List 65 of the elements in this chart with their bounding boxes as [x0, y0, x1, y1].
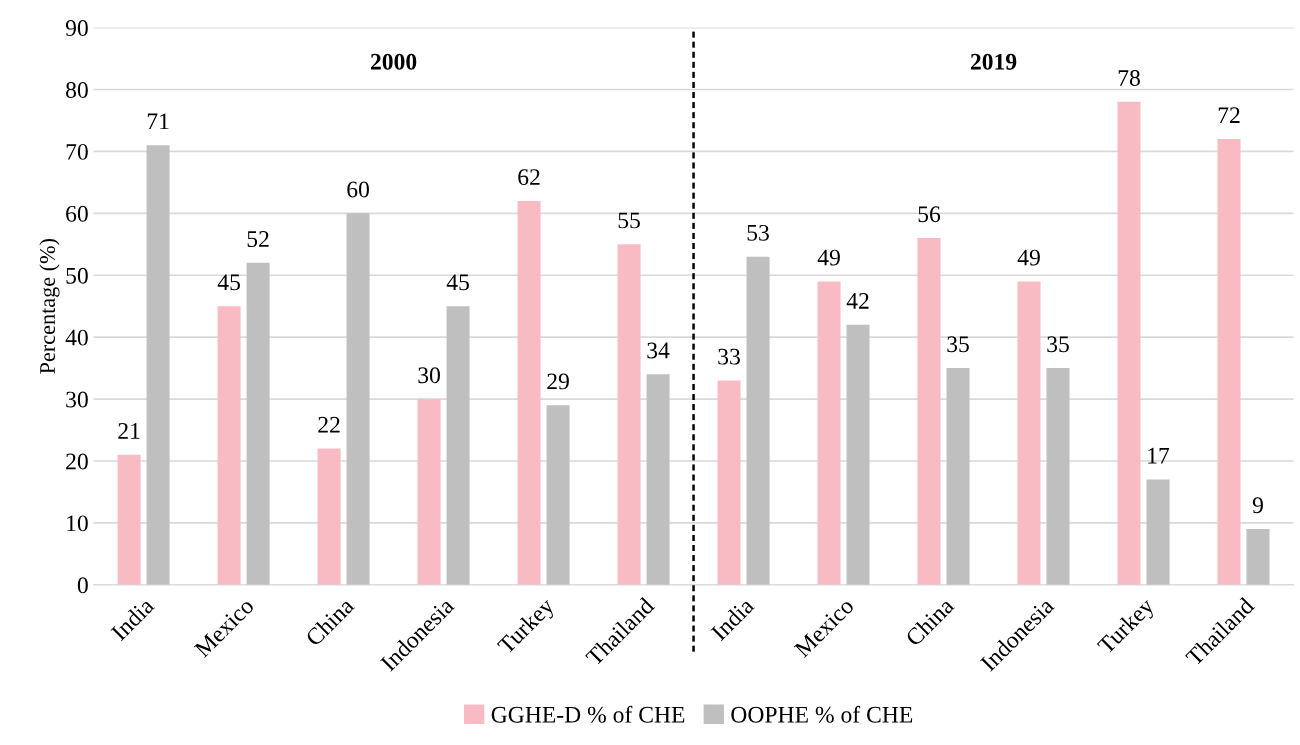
bar [217, 306, 241, 585]
y-tick-label: 30 [66, 391, 88, 408]
data-label: 53 [747, 224, 769, 241]
bar [617, 244, 641, 585]
bar [717, 380, 741, 585]
data-label: 30 [418, 367, 440, 384]
data-label: 35 [1047, 336, 1069, 353]
annotation: 2000 [370, 53, 417, 70]
bar [117, 454, 141, 585]
y-tick-label: 60 [66, 205, 88, 222]
data-label: 45 [217, 274, 240, 291]
y-tick-label: 0 [77, 577, 88, 594]
data-label: 62 [518, 169, 540, 186]
data-label: 34 [647, 342, 670, 359]
y-tick-label: 90 [65, 20, 88, 36]
legend-label: OOPHE % of CHE [731, 705, 913, 723]
data-label: 71 [147, 113, 169, 130]
y-tick-label: 50 [66, 267, 88, 284]
x-tick-label: India [109, 596, 156, 642]
bar [946, 368, 970, 585]
data-label: 55 [618, 212, 640, 229]
bar [917, 238, 941, 585]
bar [1117, 101, 1141, 585]
data-label: 22 [318, 416, 340, 433]
data-label: 17 [1148, 447, 1170, 464]
y-axis-title: Percentage (%) [39, 239, 60, 374]
bar [246, 262, 270, 585]
bar [1017, 281, 1041, 585]
bar [646, 374, 670, 585]
data-label: 21 [118, 423, 140, 439]
data-label: 72 [1218, 107, 1240, 123]
bar [1246, 529, 1270, 585]
data-label: 78 [1118, 70, 1140, 86]
bar [746, 256, 770, 585]
y-tick-label: 70 [66, 143, 88, 160]
bar [846, 324, 870, 585]
data-label: 42 [846, 293, 869, 309]
data-label: 35 [947, 336, 969, 353]
y-tick-label: 40 [65, 329, 88, 346]
data-label: 29 [547, 373, 569, 390]
bar [1217, 139, 1241, 585]
bar [417, 399, 441, 585]
data-label: 52 [247, 231, 269, 247]
annotation: 2019 [970, 53, 1017, 70]
y-tick-label: 20 [66, 453, 88, 470]
data-label: 49 [1017, 249, 1040, 266]
bar [346, 213, 370, 585]
legend-label: GGHE-D % of CHE [491, 705, 685, 723]
x-tick-label: India [709, 596, 756, 642]
data-label: 33 [718, 348, 740, 365]
data-label: 60 [347, 181, 369, 198]
bar [446, 306, 470, 585]
data-label: 56 [918, 206, 941, 223]
bar [1046, 368, 1070, 585]
y-tick-label: 80 [66, 81, 88, 98]
bar [1146, 479, 1170, 585]
y-tick-label: 10 [67, 515, 88, 532]
bar [146, 145, 170, 585]
bar [317, 448, 341, 585]
bar [817, 281, 841, 585]
data-label: 9 [1252, 497, 1263, 514]
data-label: 45 [446, 274, 469, 291]
bar [517, 200, 541, 585]
data-label: 49 [817, 249, 840, 266]
bar [546, 405, 570, 585]
